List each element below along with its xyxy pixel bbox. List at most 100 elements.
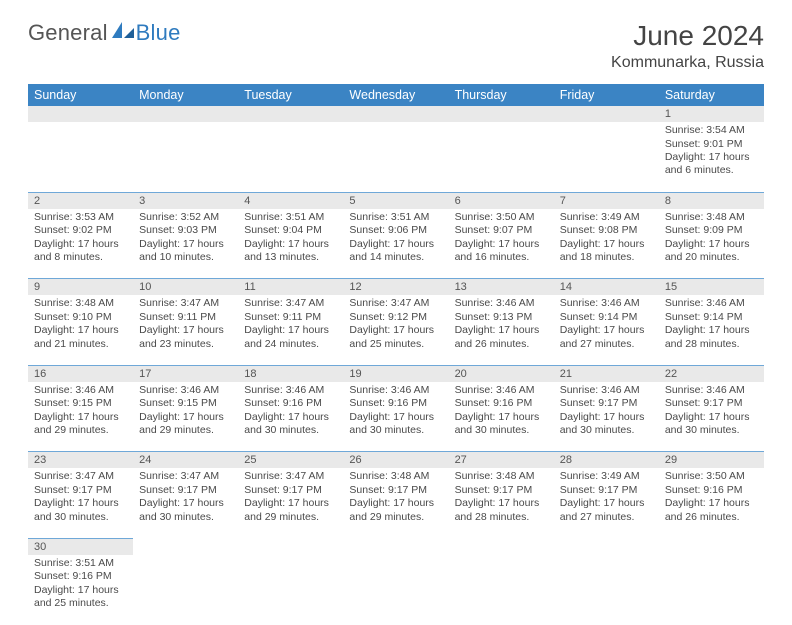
day-number-cell: 19: [343, 365, 448, 382]
sunset-text: Sunset: 9:16 PM: [455, 397, 548, 410]
sunset-text: Sunset: 9:16 PM: [244, 397, 337, 410]
day-number-row: 23242526272829: [28, 452, 764, 469]
day-number-cell: 24: [133, 452, 238, 469]
daylight-text: Daylight: 17 hours: [349, 497, 442, 510]
daylight-text: and 26 minutes.: [665, 511, 758, 524]
daylight-text: Daylight: 17 hours: [665, 238, 758, 251]
day-content-cell: Sunrise: 3:46 AMSunset: 9:15 PMDaylight:…: [28, 382, 133, 452]
sunrise-text: Sunrise: 3:51 AM: [34, 557, 127, 570]
sunrise-text: Sunrise: 3:47 AM: [349, 297, 442, 310]
day-number-cell: [343, 106, 448, 122]
sunset-text: Sunset: 9:04 PM: [244, 224, 337, 237]
day-number: 10: [139, 281, 151, 293]
day-content-cell: [449, 555, 554, 625]
day-number-cell: 9: [28, 279, 133, 296]
day-content-cell: Sunrise: 3:51 AMSunset: 9:04 PMDaylight:…: [238, 209, 343, 279]
daylight-text: and 30 minutes.: [349, 424, 442, 437]
calendar-table: Sunday Monday Tuesday Wednesday Thursday…: [28, 84, 764, 625]
day-number: 30: [34, 541, 46, 553]
daylight-text: Daylight: 17 hours: [244, 324, 337, 337]
day-number-cell: 16: [28, 365, 133, 382]
day-content-cell: Sunrise: 3:47 AMSunset: 9:11 PMDaylight:…: [133, 295, 238, 365]
day-number-cell: [133, 538, 238, 555]
day-number-cell: [133, 106, 238, 122]
sunrise-text: Sunrise: 3:53 AM: [34, 211, 127, 224]
day-content-cell: Sunrise: 3:48 AMSunset: 9:17 PMDaylight:…: [343, 468, 448, 538]
daylight-text: and 14 minutes.: [349, 251, 442, 264]
day-number: 5: [349, 195, 355, 207]
brand-blue: Blue: [136, 20, 181, 46]
sunrise-text: Sunrise: 3:48 AM: [455, 470, 548, 483]
daylight-text: and 29 minutes.: [34, 424, 127, 437]
day-number-cell: 3: [133, 192, 238, 209]
month-title: June 2024: [611, 20, 764, 52]
day-content-cell: [343, 555, 448, 625]
weekday-header: Wednesday: [343, 84, 448, 106]
weekday-header: Monday: [133, 84, 238, 106]
day-number-cell: 11: [238, 279, 343, 296]
day-number: 15: [665, 281, 677, 293]
daylight-text: and 24 minutes.: [244, 338, 337, 351]
day-content-cell: Sunrise: 3:46 AMSunset: 9:16 PMDaylight:…: [449, 382, 554, 452]
weekday-header: Saturday: [659, 84, 764, 106]
sunset-text: Sunset: 9:08 PM: [560, 224, 653, 237]
day-content-cell: Sunrise: 3:50 AMSunset: 9:07 PMDaylight:…: [449, 209, 554, 279]
daylight-text: and 23 minutes.: [139, 338, 232, 351]
day-number-row: 2345678: [28, 192, 764, 209]
day-number: 29: [665, 454, 677, 466]
daylight-text: Daylight: 17 hours: [455, 411, 548, 424]
day-content-cell: Sunrise: 3:46 AMSunset: 9:15 PMDaylight:…: [133, 382, 238, 452]
daylight-text: Daylight: 17 hours: [139, 411, 232, 424]
sunset-text: Sunset: 9:01 PM: [665, 138, 758, 151]
sunset-text: Sunset: 9:11 PM: [244, 311, 337, 324]
day-number: 8: [665, 195, 671, 207]
day-number: 1: [665, 108, 671, 120]
sunset-text: Sunset: 9:16 PM: [34, 570, 127, 583]
day-number-cell: 2: [28, 192, 133, 209]
day-number-cell: 30: [28, 538, 133, 555]
day-number-cell: [238, 538, 343, 555]
daylight-text: and 28 minutes.: [665, 338, 758, 351]
brand-logo: General Blue: [28, 20, 181, 46]
daylight-text: and 30 minutes.: [455, 424, 548, 437]
sunrise-text: Sunrise: 3:49 AM: [560, 211, 653, 224]
sunrise-text: Sunrise: 3:51 AM: [349, 211, 442, 224]
day-number-cell: 13: [449, 279, 554, 296]
day-content-cell: [133, 555, 238, 625]
day-content-cell: Sunrise: 3:54 AMSunset: 9:01 PMDaylight:…: [659, 122, 764, 192]
day-number: 25: [244, 454, 256, 466]
brand-general: General: [28, 20, 108, 46]
weekday-header-row: Sunday Monday Tuesday Wednesday Thursday…: [28, 84, 764, 106]
day-number-row: 1: [28, 106, 764, 122]
sunrise-text: Sunrise: 3:48 AM: [665, 211, 758, 224]
day-number-row: 16171819202122: [28, 365, 764, 382]
day-content-cell: Sunrise: 3:47 AMSunset: 9:12 PMDaylight:…: [343, 295, 448, 365]
day-number: 27: [455, 454, 467, 466]
daylight-text: Daylight: 17 hours: [34, 411, 127, 424]
day-number-cell: 17: [133, 365, 238, 382]
sunrise-text: Sunrise: 3:47 AM: [34, 470, 127, 483]
day-content-row: Sunrise: 3:54 AMSunset: 9:01 PMDaylight:…: [28, 122, 764, 192]
day-number-cell: 20: [449, 365, 554, 382]
daylight-text: Daylight: 17 hours: [560, 238, 653, 251]
sunrise-text: Sunrise: 3:46 AM: [560, 384, 653, 397]
day-number: 23: [34, 454, 46, 466]
sunset-text: Sunset: 9:17 PM: [349, 484, 442, 497]
sunrise-text: Sunrise: 3:46 AM: [455, 297, 548, 310]
day-number: 12: [349, 281, 361, 293]
day-number: 19: [349, 368, 361, 380]
daylight-text: and 18 minutes.: [560, 251, 653, 264]
daylight-text: and 29 minutes.: [244, 511, 337, 524]
day-number: 3: [139, 195, 145, 207]
daylight-text: and 30 minutes.: [34, 511, 127, 524]
daylight-text: and 30 minutes.: [665, 424, 758, 437]
day-number: 16: [34, 368, 46, 380]
weekday-header: Friday: [554, 84, 659, 106]
day-content-row: Sunrise: 3:48 AMSunset: 9:10 PMDaylight:…: [28, 295, 764, 365]
weekday-header: Thursday: [449, 84, 554, 106]
day-number-cell: 5: [343, 192, 448, 209]
sunset-text: Sunset: 9:16 PM: [349, 397, 442, 410]
day-number-cell: 26: [343, 452, 448, 469]
day-content-cell: Sunrise: 3:47 AMSunset: 9:17 PMDaylight:…: [28, 468, 133, 538]
sunset-text: Sunset: 9:09 PM: [665, 224, 758, 237]
